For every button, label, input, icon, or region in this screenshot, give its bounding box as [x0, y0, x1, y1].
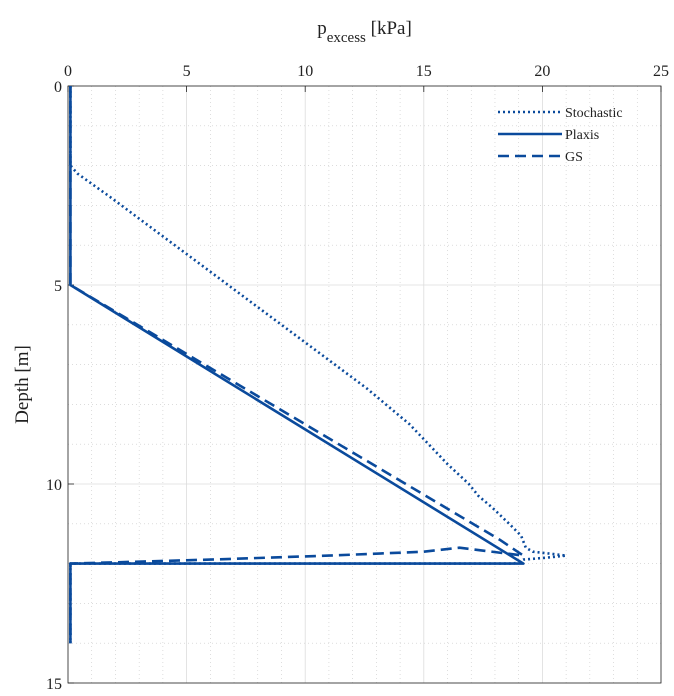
y-tick-label: 10: [46, 477, 62, 494]
plot-frame: [67, 85, 662, 684]
series-group: [69, 86, 568, 644]
x-axis-title: pexcess [kPa]: [317, 18, 412, 46]
y-tick-label: 15: [46, 676, 62, 693]
legend: Stochastic Plaxis GS: [498, 106, 623, 165]
x-axis-title-unit: [kPa]: [366, 18, 412, 39]
legend-label-stochastic: Stochastic: [565, 106, 623, 121]
x-tick-label: 5: [183, 63, 191, 80]
axis-ticks: 0 5 10 15 20 25 0 5 10 15: [46, 63, 669, 693]
plot-background: [68, 86, 661, 683]
x-tick-label: 0: [64, 63, 72, 80]
x-tick-label: 20: [534, 63, 550, 80]
y-axis-title: Depth [m]: [12, 345, 33, 424]
series-line-gs: [69, 86, 525, 644]
x-axis-title-sub: excess: [327, 30, 366, 46]
legend-label-gs: GS: [565, 150, 583, 165]
legend-label-plaxis: Plaxis: [565, 128, 599, 143]
x-tick-label: 15: [416, 63, 432, 80]
y-tick-label: 5: [54, 278, 62, 295]
y-tick-label: 0: [54, 79, 62, 96]
x-axis-title-main: p: [317, 18, 327, 39]
x-tick-label: 25: [653, 63, 669, 80]
x-tick-label: 10: [297, 63, 313, 80]
